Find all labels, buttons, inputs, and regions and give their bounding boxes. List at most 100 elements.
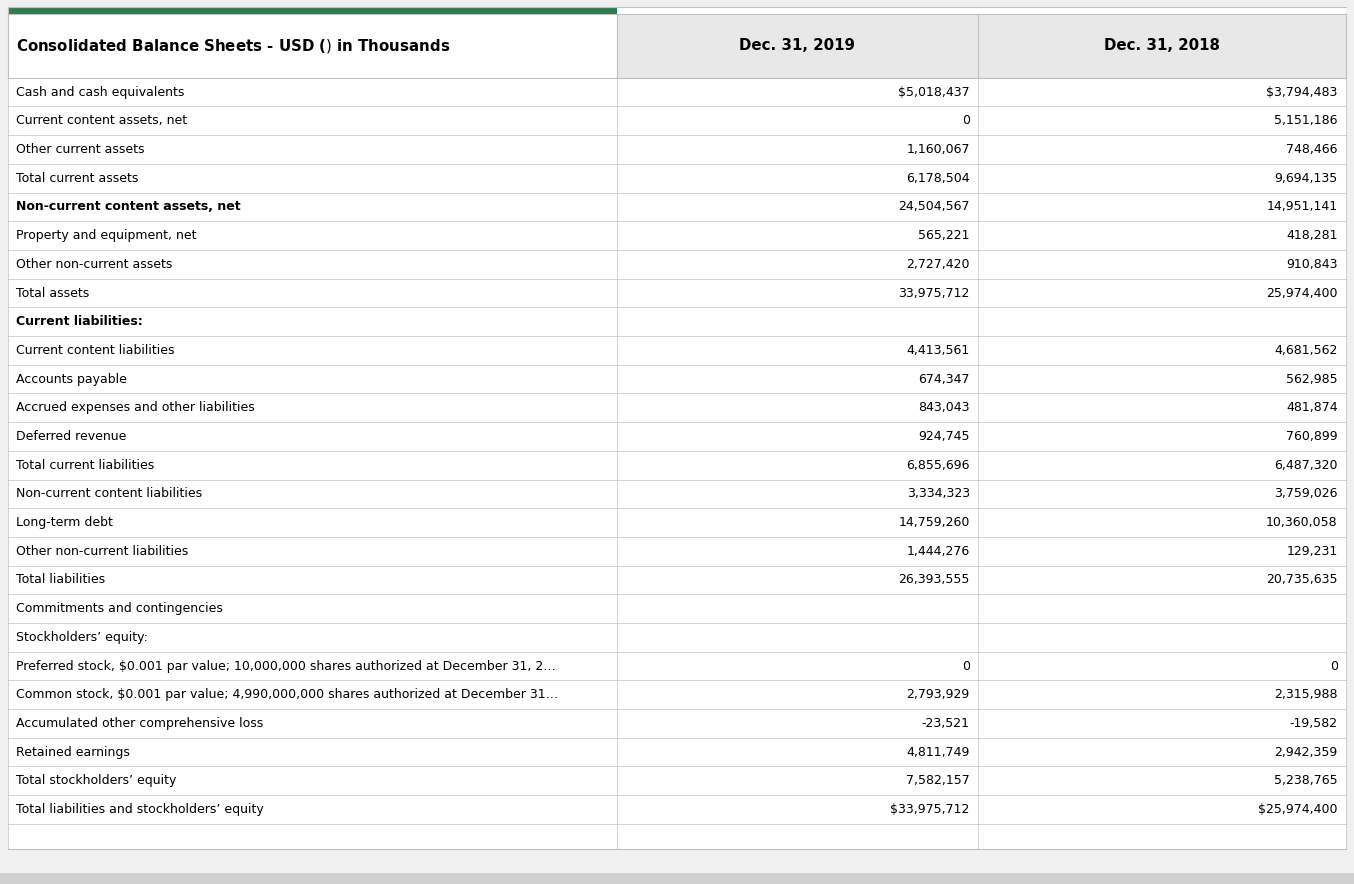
Bar xyxy=(8,106,1346,135)
Text: Property and equipment, net: Property and equipment, net xyxy=(16,229,196,242)
Bar xyxy=(8,796,1346,824)
Text: Other non-current liabilities: Other non-current liabilities xyxy=(16,545,188,558)
Bar xyxy=(8,336,1346,365)
Bar xyxy=(8,537,1346,566)
Text: 2,793,929: 2,793,929 xyxy=(907,689,969,701)
Text: Consolidated Balance Sheets - USD ($) $ in Thousands: Consolidated Balance Sheets - USD ($) $ … xyxy=(16,37,451,55)
Text: Total current assets: Total current assets xyxy=(16,171,138,185)
Text: Retained earnings: Retained earnings xyxy=(16,745,130,758)
Bar xyxy=(8,766,1346,796)
Text: 2,942,359: 2,942,359 xyxy=(1274,745,1338,758)
Bar xyxy=(8,824,1346,849)
Bar xyxy=(8,594,1346,623)
Text: 748,466: 748,466 xyxy=(1286,143,1338,156)
Text: 20,735,635: 20,735,635 xyxy=(1266,574,1338,586)
Bar xyxy=(8,221,1346,250)
Bar xyxy=(8,135,1346,164)
Text: 5,151,186: 5,151,186 xyxy=(1274,114,1338,127)
Text: -19,582: -19,582 xyxy=(1289,717,1338,730)
Text: 924,745: 924,745 xyxy=(918,430,969,443)
Bar xyxy=(8,7,617,14)
Text: 26,393,555: 26,393,555 xyxy=(899,574,969,586)
Bar xyxy=(8,451,1346,479)
Bar xyxy=(8,365,1346,393)
Bar xyxy=(617,14,1346,78)
Text: Preferred stock, $0.001 par value; 10,000,000 shares authorized at December 31, : Preferred stock, $0.001 par value; 10,00… xyxy=(16,659,556,673)
Text: 6,178,504: 6,178,504 xyxy=(906,171,969,185)
Bar xyxy=(8,423,1346,451)
Text: Other non-current assets: Other non-current assets xyxy=(16,258,172,271)
Text: 1,444,276: 1,444,276 xyxy=(907,545,969,558)
Text: $33,975,712: $33,975,712 xyxy=(891,803,969,816)
Text: Common stock, $0.001 par value; 4,990,000,000 shares authorized at December 31…: Common stock, $0.001 par value; 4,990,00… xyxy=(16,689,558,701)
Bar xyxy=(8,709,1346,738)
Text: 3,334,323: 3,334,323 xyxy=(907,487,969,500)
Text: Dec. 31, 2019: Dec. 31, 2019 xyxy=(739,39,856,53)
Text: Total stockholders’ equity: Total stockholders’ equity xyxy=(16,774,176,788)
Bar xyxy=(8,7,617,14)
Text: Commitments and contingencies: Commitments and contingencies xyxy=(16,602,223,615)
Bar xyxy=(8,193,1346,221)
Text: Cash and cash equivalents: Cash and cash equivalents xyxy=(16,86,184,99)
Bar xyxy=(0,873,1354,884)
Text: Total current liabilities: Total current liabilities xyxy=(16,459,154,472)
Text: Non-current content liabilities: Non-current content liabilities xyxy=(16,487,202,500)
Bar xyxy=(8,308,1346,336)
Text: Current liabilities:: Current liabilities: xyxy=(16,316,144,328)
Text: 843,043: 843,043 xyxy=(918,401,969,415)
Text: 0: 0 xyxy=(1330,659,1338,673)
Bar xyxy=(8,508,1346,537)
Text: Other current assets: Other current assets xyxy=(16,143,145,156)
Text: Accounts payable: Accounts payable xyxy=(16,372,127,385)
Text: Accumulated other comprehensive loss: Accumulated other comprehensive loss xyxy=(16,717,264,730)
Text: 9,694,135: 9,694,135 xyxy=(1274,171,1338,185)
Text: 910,843: 910,843 xyxy=(1286,258,1338,271)
Bar xyxy=(617,14,1346,78)
Text: 0: 0 xyxy=(961,114,969,127)
Text: Total liabilities: Total liabilities xyxy=(16,574,106,586)
Text: $5,018,437: $5,018,437 xyxy=(898,86,969,99)
Text: 0: 0 xyxy=(961,659,969,673)
Text: 674,347: 674,347 xyxy=(918,372,969,385)
Text: -23,521: -23,521 xyxy=(922,717,969,730)
Bar xyxy=(8,278,1346,308)
Text: Non-current content assets, net: Non-current content assets, net xyxy=(16,201,241,213)
Text: 5,238,765: 5,238,765 xyxy=(1274,774,1338,788)
Bar xyxy=(8,479,1346,508)
Text: Deferred revenue: Deferred revenue xyxy=(16,430,127,443)
Bar xyxy=(8,623,1346,652)
Text: 2,315,988: 2,315,988 xyxy=(1274,689,1338,701)
Text: 10,360,058: 10,360,058 xyxy=(1266,516,1338,530)
Bar xyxy=(8,78,1346,106)
Text: Total liabilities and stockholders’ equity: Total liabilities and stockholders’ equi… xyxy=(16,803,264,816)
Bar xyxy=(8,393,1346,423)
Text: 4,413,561: 4,413,561 xyxy=(907,344,969,357)
Text: $3,794,483: $3,794,483 xyxy=(1266,86,1338,99)
Text: Stockholders’ equity:: Stockholders’ equity: xyxy=(16,631,148,644)
Text: 7,582,157: 7,582,157 xyxy=(906,774,969,788)
Text: 562,985: 562,985 xyxy=(1286,372,1338,385)
Text: Accrued expenses and other liabilities: Accrued expenses and other liabilities xyxy=(16,401,255,415)
Text: 24,504,567: 24,504,567 xyxy=(898,201,969,213)
Bar xyxy=(8,566,1346,594)
Text: 25,974,400: 25,974,400 xyxy=(1266,286,1338,300)
Bar xyxy=(8,250,1346,278)
Text: 33,975,712: 33,975,712 xyxy=(899,286,969,300)
Text: 129,231: 129,231 xyxy=(1286,545,1338,558)
Bar xyxy=(8,164,1346,193)
Text: 565,221: 565,221 xyxy=(918,229,969,242)
Text: 2,727,420: 2,727,420 xyxy=(906,258,969,271)
Text: 6,487,320: 6,487,320 xyxy=(1274,459,1338,472)
Text: Current content assets, net: Current content assets, net xyxy=(16,114,187,127)
Text: 481,874: 481,874 xyxy=(1286,401,1338,415)
Text: 760,899: 760,899 xyxy=(1286,430,1338,443)
Bar xyxy=(8,738,1346,766)
Text: 6,855,696: 6,855,696 xyxy=(906,459,969,472)
Bar xyxy=(8,681,1346,709)
Text: Long-term debt: Long-term debt xyxy=(16,516,114,530)
Text: 1,160,067: 1,160,067 xyxy=(906,143,969,156)
Text: 14,951,141: 14,951,141 xyxy=(1266,201,1338,213)
Text: Current content liabilities: Current content liabilities xyxy=(16,344,175,357)
Text: 4,811,749: 4,811,749 xyxy=(906,745,969,758)
Text: $25,974,400: $25,974,400 xyxy=(1258,803,1338,816)
